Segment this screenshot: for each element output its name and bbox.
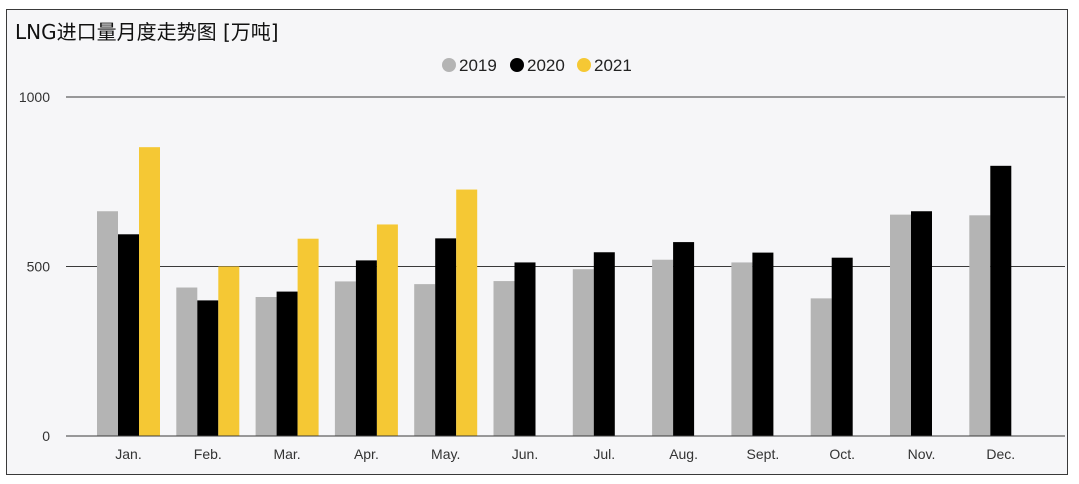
bar-2021-may xyxy=(456,189,478,436)
bar-2020-jun xyxy=(514,262,536,436)
x-tick-label: Aug. xyxy=(669,446,698,462)
legend-marker-2021 xyxy=(577,58,591,72)
bar-2020-mar xyxy=(276,291,298,436)
bar-2020-sept xyxy=(752,252,774,436)
legend-marker-2019 xyxy=(442,58,456,72)
y-tick-label: 500 xyxy=(27,259,51,275)
bar-2019-may xyxy=(414,284,436,436)
bar-2020-feb xyxy=(197,300,219,436)
x-tick-label: Dec. xyxy=(986,446,1015,462)
legend-marker-2020 xyxy=(510,58,524,72)
bar-2021-apr xyxy=(376,224,398,436)
legend-label-2019: 2019 xyxy=(459,56,497,75)
bar-2019-nov xyxy=(890,214,911,436)
bar-2021-mar xyxy=(297,238,319,436)
x-tick-label: Jul. xyxy=(593,446,615,462)
bar-2021-feb xyxy=(218,266,240,436)
bar-2019-feb xyxy=(176,287,198,436)
x-tick-label: Jun. xyxy=(512,446,538,462)
bar-2020-apr xyxy=(355,260,377,436)
x-tick-label: Feb. xyxy=(194,446,222,462)
bar-2020-dec xyxy=(990,165,1012,436)
bar-2019-mar xyxy=(255,297,277,436)
bar-2019-apr xyxy=(334,281,356,436)
bar-2019-oct xyxy=(810,298,832,436)
bar-2021-jan xyxy=(139,147,160,436)
x-tick-label: May. xyxy=(431,446,460,462)
bar-2020-jul xyxy=(593,252,615,436)
chart-title: LNG进口量月度走势图 [万吨] xyxy=(15,20,279,44)
x-tick-label: Oct. xyxy=(829,446,855,462)
bar-2020-nov xyxy=(911,211,932,436)
bar-2019-sept xyxy=(731,262,753,436)
bar-2019-dec xyxy=(969,215,991,436)
x-tick-label: Mar. xyxy=(273,446,300,462)
bar-2019-jan xyxy=(97,211,118,436)
legend-label-2021: 2021 xyxy=(594,56,632,75)
bar-2020-jan xyxy=(118,234,139,436)
bar-2020-may xyxy=(435,238,457,436)
bar-2019-jul xyxy=(572,269,594,436)
bar-2020-aug xyxy=(673,242,695,436)
y-tick-label: 1000 xyxy=(19,89,50,105)
bar-2019-jun xyxy=(493,281,515,436)
x-tick-label: Jan. xyxy=(115,446,141,462)
y-tick-label: 0 xyxy=(42,428,50,444)
x-tick-label: Apr. xyxy=(354,446,379,462)
legend-label-2020: 2020 xyxy=(527,56,565,75)
bar-2020-oct xyxy=(831,257,853,436)
bar-2019-aug xyxy=(652,259,674,436)
x-tick-label: Sept. xyxy=(747,446,780,462)
x-tick-label: Nov. xyxy=(908,446,936,462)
